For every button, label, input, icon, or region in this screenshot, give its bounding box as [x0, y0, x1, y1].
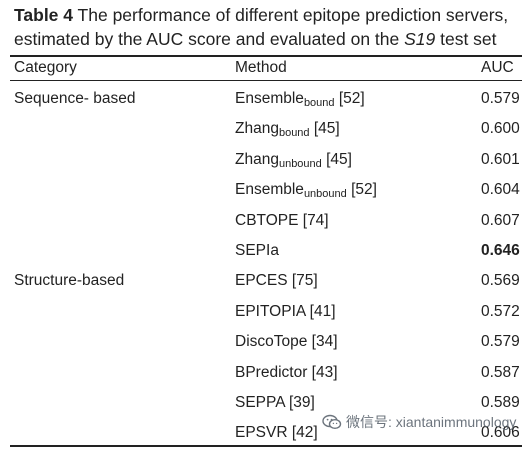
table-top-rule: [10, 55, 522, 57]
table-caption: Table 4 The performance of different epi…: [14, 3, 524, 51]
method-subscript: bound: [278, 127, 310, 139]
auc-cell: 0.601: [481, 151, 520, 168]
method-name: Zhang: [235, 151, 279, 168]
method-subscript: bound: [303, 97, 335, 109]
method-name: SEPPA [39]: [235, 394, 315, 411]
method-reference: [45]: [321, 151, 352, 168]
header-method: Method: [235, 59, 287, 76]
auc-cell: 0.589: [481, 394, 520, 411]
auc-cell: 0.569: [481, 272, 520, 289]
method-name: EPSVR [42]: [235, 424, 318, 441]
auc-cell: 0.572: [481, 303, 520, 320]
method-cell: Zhangunbound [45]: [235, 150, 352, 170]
method-subscript: unbound: [303, 188, 347, 200]
method-cell: Ensemblebound [52]: [235, 89, 365, 109]
auc-cell: 0.579: [481, 90, 520, 107]
method-cell: SEPPA [39]: [235, 393, 315, 413]
watermark: 微信号: xiantanimmunology: [322, 413, 516, 434]
method-cell: Ensembleunbound [52]: [235, 180, 377, 200]
method-cell: EPITOPIA [41]: [235, 302, 336, 322]
wechat-icon: [322, 414, 342, 434]
table-bottom-rule: [10, 445, 522, 447]
method-name: CBTOPE [74]: [235, 212, 329, 229]
caption-text: The performance of different epitope pre…: [14, 5, 509, 49]
method-reference: [52]: [346, 181, 377, 198]
method-name: DiscoTope [34]: [235, 333, 338, 350]
method-name: Ensemble: [235, 90, 304, 107]
method-name: EPCES [75]: [235, 272, 318, 289]
table-header-rule: [10, 80, 522, 81]
auc-cell: 0.606: [481, 424, 520, 441]
auc-cell: 0.604: [481, 181, 520, 198]
method-cell: EPSVR [42]: [235, 423, 318, 443]
caption-text-end: test set: [435, 29, 497, 49]
category-cell: Sequence- based: [14, 90, 136, 107]
method-name: Zhang: [235, 120, 279, 137]
method-name: SEPIa: [235, 242, 279, 259]
auc-cell: 0.600: [481, 120, 520, 137]
category-cell: Structure-based: [14, 272, 125, 289]
header-category: Category: [14, 59, 77, 76]
caption-test-set: S19: [404, 29, 436, 49]
method-name: EPITOPIA [41]: [235, 303, 336, 320]
auc-cell: 0.607: [481, 212, 520, 229]
method-name: BPredictor [43]: [235, 364, 338, 381]
method-cell: DiscoTope [34]: [235, 332, 338, 352]
method-reference: [52]: [334, 90, 365, 107]
method-subscript: unbound: [278, 158, 322, 170]
method-reference: [45]: [309, 120, 340, 137]
watermark-text: 微信号: xiantanimmunology: [346, 414, 517, 430]
header-auc: AUC: [481, 59, 514, 76]
method-cell: Zhangbound [45]: [235, 119, 340, 139]
table-label: Table 4: [14, 5, 74, 25]
method-name: Ensemble: [235, 181, 304, 198]
auc-cell: 0.587: [481, 364, 520, 381]
method-cell: CBTOPE [74]: [235, 211, 329, 231]
auc-cell: 0.579: [481, 333, 520, 350]
method-cell: EPCES [75]: [235, 271, 318, 291]
method-cell: BPredictor [43]: [235, 363, 338, 383]
method-cell: SEPIa: [235, 241, 279, 261]
auc-cell: 0.646: [481, 242, 520, 259]
